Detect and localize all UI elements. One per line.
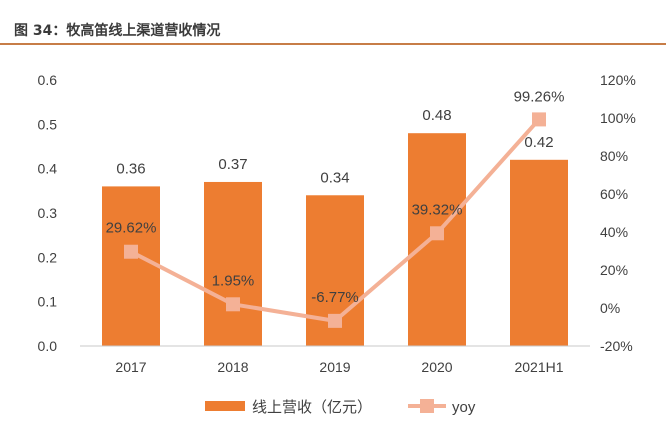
right-axis-tick-label: -20% xyxy=(600,338,633,354)
bar-value-label: 0.34 xyxy=(320,169,349,186)
yoy-value-label: 29.62% xyxy=(106,220,157,237)
yoy-marker xyxy=(124,244,138,259)
left-axis-tick-label: 0.1 xyxy=(38,294,58,310)
figure-title: 图 34：牧高笛线上渠道营收情况 xyxy=(14,23,221,39)
bar xyxy=(102,186,160,346)
x-axis-tick-label: 2021H1 xyxy=(514,359,563,375)
left-axis-tick-label: 0.4 xyxy=(38,161,58,177)
yoy-marker xyxy=(430,226,444,241)
bar xyxy=(204,181,262,346)
title-rule xyxy=(0,43,666,45)
x-axis-tick-label: 2018 xyxy=(217,359,248,375)
yoy-marker xyxy=(226,297,240,312)
right-axis-tick-label: 60% xyxy=(600,186,628,202)
yoy-value-label: 99.26% xyxy=(514,88,565,105)
bar-value-label: 0.37 xyxy=(218,156,247,173)
legend-line-marker xyxy=(420,399,434,413)
x-axis-tick-label: 2020 xyxy=(421,359,452,375)
right-axis-tick-label: 40% xyxy=(600,224,628,240)
right-axis-tick-label: 0% xyxy=(600,300,620,316)
legend-line-label: yoy xyxy=(452,399,476,416)
left-axis-tick-label: 0.5 xyxy=(38,116,58,132)
left-axis-tick-label: 0.3 xyxy=(38,205,58,221)
bar-value-label: 0.42 xyxy=(524,134,553,151)
yoy-value-label: 39.32% xyxy=(412,201,463,218)
left-axis-tick-label: 0.2 xyxy=(38,249,58,265)
left-axis-tick-label: 0.6 xyxy=(38,72,58,88)
yoy-marker xyxy=(532,112,546,127)
bar xyxy=(510,159,568,346)
legend-bar-swatch xyxy=(205,401,245,411)
right-axis-tick-label: 120% xyxy=(600,72,636,88)
yoy-value-label: 1.95% xyxy=(212,272,255,289)
right-axis-tick-label: 100% xyxy=(600,110,636,126)
x-axis-tick-label: 2017 xyxy=(115,359,146,375)
left-axis-tick-label: 0.0 xyxy=(38,338,58,354)
x-axis-tick-label: 2019 xyxy=(319,359,350,375)
yoy-marker xyxy=(328,313,342,328)
bar-value-label: 0.48 xyxy=(422,107,451,124)
bar-value-label: 0.36 xyxy=(116,160,145,177)
yoy-value-label: -6.77% xyxy=(311,289,359,306)
legend-bar-label: 线上营收（亿元） xyxy=(252,399,372,416)
right-axis-tick-label: 20% xyxy=(600,262,628,278)
right-axis-tick-label: 80% xyxy=(600,148,628,164)
